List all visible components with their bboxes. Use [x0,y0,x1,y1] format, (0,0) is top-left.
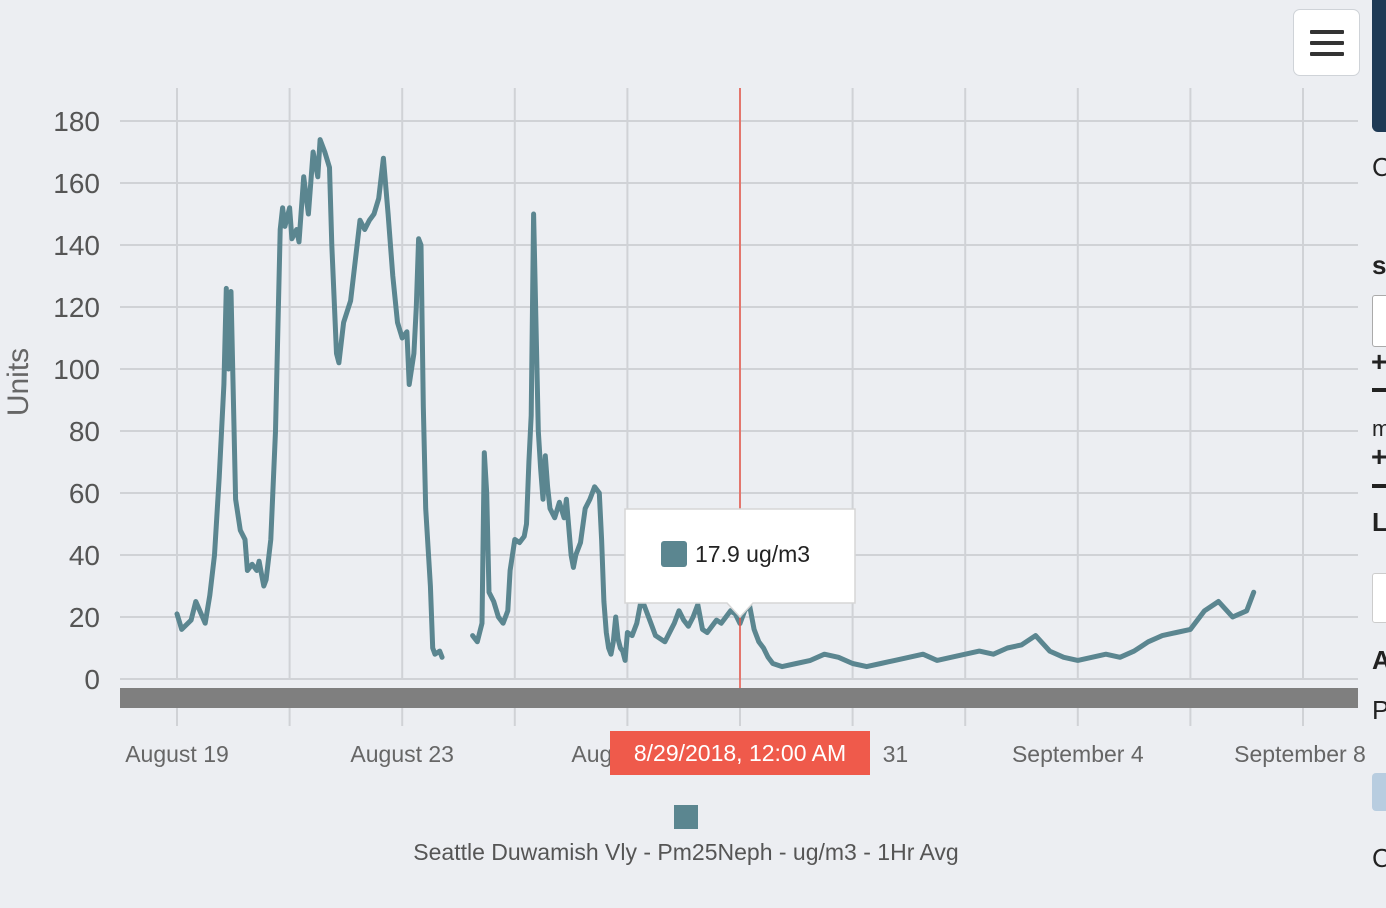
y-tick-label: 180 [53,106,100,137]
x-tick-labels: August 19 August 23 Aug 31 September 4 Septem… [125,741,1366,767]
hamburger-menu-icon[interactable] [1293,9,1360,76]
side-panel-chip[interactable] [1372,773,1386,811]
side-panel-heading: A [1372,645,1386,675]
crosshair-date-label: 8/29/2018, 12:00 AM [634,740,846,766]
side-panel-input[interactable] [1372,295,1386,347]
tooltip: 17.9 ug/m3 [624,508,856,619]
menu-bar [1309,51,1344,56]
x-tick-label: Aug [571,741,612,767]
plus-icon[interactable]: + [1371,346,1386,377]
y-tick-label: 20 [69,602,100,633]
side-panel: C s + m + L A P C [1368,0,1386,908]
legend-label: Seattle Duwamish Vly - Pm25Neph - ug/m3 … [413,839,958,865]
x-tick-label: 31 [883,741,909,767]
y-axis-label: Units [2,348,35,416]
y-tick-label: 60 [69,478,100,509]
y-tick-label: 140 [53,230,100,261]
side-panel-heading: L [1372,507,1386,537]
side-panel-field[interactable] [1372,573,1386,623]
side-panel-text: m [1372,416,1386,441]
y-tick-label: 40 [69,540,100,571]
y-tick-label: 0 [84,664,100,695]
y-tick-label: 120 [53,292,100,323]
plus-icon[interactable]: + [1371,441,1386,472]
minus-icon[interactable] [1372,484,1386,488]
x-tick-label: September 4 [1012,741,1144,767]
x-tick-label: September 8 [1234,741,1366,767]
x-tick-label: August 19 [125,741,229,767]
series-line [470,211,1257,670]
tooltip-value: 17.9 ug/m3 [695,541,810,567]
side-panel-text: C [1372,152,1386,182]
side-panel-text: C [1372,843,1386,873]
y-tick-label: 100 [53,354,100,385]
legend-swatch [674,805,698,829]
side-panel-header [1372,0,1386,132]
tooltip-box [624,508,856,619]
range-bar [120,688,1358,708]
y-tick-label: 160 [53,168,100,199]
x-tick-label: August 23 [350,741,454,767]
menu-bar [1309,29,1344,34]
tooltip-swatch [661,541,687,567]
side-panel-text: P [1372,695,1386,725]
side-panel-heading: s [1372,250,1386,280]
minus-icon[interactable] [1372,388,1386,392]
series-line [174,137,445,660]
y-tick-label: 80 [69,416,100,447]
crosshair-date-badge [610,731,870,775]
menu-bar [1309,40,1344,45]
